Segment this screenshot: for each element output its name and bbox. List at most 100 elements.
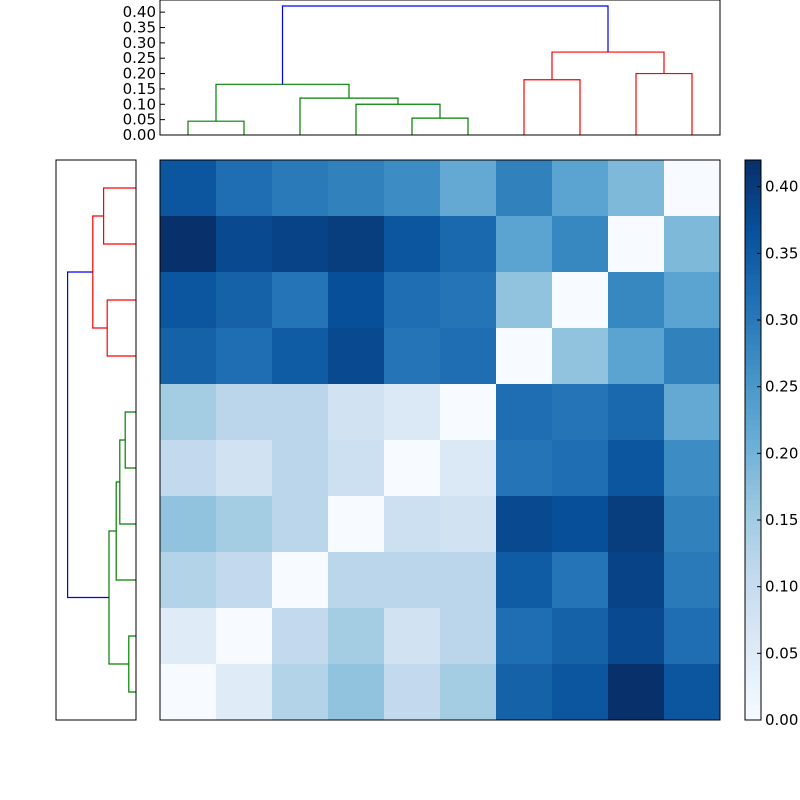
colorbar-segment	[745, 160, 761, 166]
top-dendrogram	[159, 0, 721, 136]
heatmap-cell	[608, 664, 665, 721]
heatmap-cell	[608, 496, 665, 553]
colorbar-segment	[745, 560, 761, 566]
heatmap-cell	[552, 440, 609, 497]
heatmap-cell	[384, 328, 441, 385]
colorbar-segment	[745, 315, 761, 321]
left-dendrogram-link	[103, 187, 136, 245]
colorbar-segment	[745, 185, 761, 191]
colorbar-tick-label: 0.25	[765, 378, 798, 396]
top-dendrogram-tick-label: 0.20	[123, 65, 156, 83]
colorbar-segment	[745, 640, 761, 646]
left-dendrogram-link	[119, 439, 136, 525]
heatmap-cell	[160, 328, 217, 385]
colorbar-segment	[745, 620, 761, 626]
colorbar-segment	[745, 200, 761, 206]
heatmap-cell	[440, 552, 497, 609]
colorbar-segment	[745, 590, 761, 596]
colorbar-segment	[745, 500, 761, 506]
colorbar-segment	[745, 280, 761, 286]
top-dendrogram-link	[411, 117, 469, 135]
heatmap-cell	[608, 440, 665, 497]
colorbar-segment	[745, 170, 761, 176]
heatmap-cell	[384, 440, 441, 497]
heatmap-cell	[384, 664, 441, 721]
top-dendrogram-link	[281, 5, 609, 85]
colorbar-segment	[745, 345, 761, 351]
colorbar-segment	[745, 475, 761, 481]
colorbar-tick-label: 0.40	[765, 178, 798, 196]
colorbar-segment	[745, 515, 761, 521]
colorbar-segment	[745, 630, 761, 636]
colorbar-segment	[745, 385, 761, 391]
colorbar-segment	[745, 420, 761, 426]
heatmap-cell	[160, 664, 217, 721]
heatmap-cell	[272, 552, 329, 609]
heatmap-cell	[496, 664, 553, 721]
heatmap-cell	[496, 272, 553, 329]
heatmap-cell	[384, 216, 441, 273]
heatmap-cell	[664, 384, 721, 441]
top-dendrogram-tick-label: 0.30	[123, 34, 156, 52]
colorbar-segment	[745, 485, 761, 491]
colorbar-segment	[745, 210, 761, 216]
heatmap-cell	[328, 552, 385, 609]
heatmap-cell	[272, 496, 329, 553]
colorbar-segment	[745, 685, 761, 691]
heatmap-cell	[384, 384, 441, 441]
heatmap-cell	[328, 496, 385, 553]
top-dendrogram-tick-label: 0.40	[123, 3, 156, 21]
colorbar-segment	[745, 405, 761, 411]
colorbar-segment	[745, 300, 761, 306]
heatmap-cell	[664, 552, 721, 609]
colorbar	[744, 159, 762, 721]
left-dendrogram-link	[108, 530, 129, 665]
colorbar-segment	[745, 395, 761, 401]
top-dendrogram-link	[523, 79, 581, 135]
top-dendrogram-axis: 0.000.050.100.150.200.250.300.350.40	[123, 3, 165, 144]
colorbar-tick-label: 0.00	[765, 711, 798, 729]
colorbar-segment	[745, 530, 761, 536]
colorbar-segment	[745, 645, 761, 651]
colorbar-segment	[745, 220, 761, 226]
top-dendrogram-tick-label: 0.00	[123, 126, 156, 144]
heatmap-cell	[664, 160, 721, 217]
top-dendrogram-tick-label: 0.05	[123, 111, 156, 129]
heatmap-cell	[496, 160, 553, 217]
heatmap-cell	[440, 272, 497, 329]
colorbar-segment	[745, 410, 761, 416]
top-dendrogram-tick-label: 0.15	[123, 80, 156, 98]
colorbar-segment	[745, 435, 761, 441]
colorbar-segment	[745, 450, 761, 456]
colorbar-segment	[745, 445, 761, 451]
top-dendrogram-tick-label: 0.25	[123, 49, 156, 67]
heatmap-cell	[608, 384, 665, 441]
top-dendrogram-link	[551, 51, 665, 80]
heatmap-cell	[552, 608, 609, 665]
colorbar-segment	[745, 625, 761, 631]
left-dendrogram	[55, 159, 137, 721]
colorbar-segment	[745, 615, 761, 621]
heatmap-cell	[552, 216, 609, 273]
colorbar-segment	[745, 695, 761, 701]
colorbar-segment	[745, 230, 761, 236]
heatmap-cell	[664, 216, 721, 273]
colorbar-segment	[745, 690, 761, 696]
colorbar-segment	[745, 675, 761, 681]
colorbar-segment	[745, 400, 761, 406]
colorbar-segment	[745, 570, 761, 576]
colorbar-segment	[745, 285, 761, 291]
colorbar-segment	[745, 425, 761, 431]
colorbar-segment	[745, 430, 761, 436]
heatmap-cell	[440, 328, 497, 385]
colorbar-segment	[745, 490, 761, 496]
top-dendrogram-frame	[159, 0, 721, 136]
colorbar-segment	[745, 260, 761, 266]
colorbar-segment	[745, 680, 761, 686]
colorbar-segment	[745, 380, 761, 386]
colorbar-segment	[745, 545, 761, 551]
colorbar-tick-label: 0.30	[765, 311, 798, 329]
colorbar-segment	[745, 605, 761, 611]
colorbar-segment	[745, 555, 761, 561]
heatmap-cell	[664, 608, 721, 665]
